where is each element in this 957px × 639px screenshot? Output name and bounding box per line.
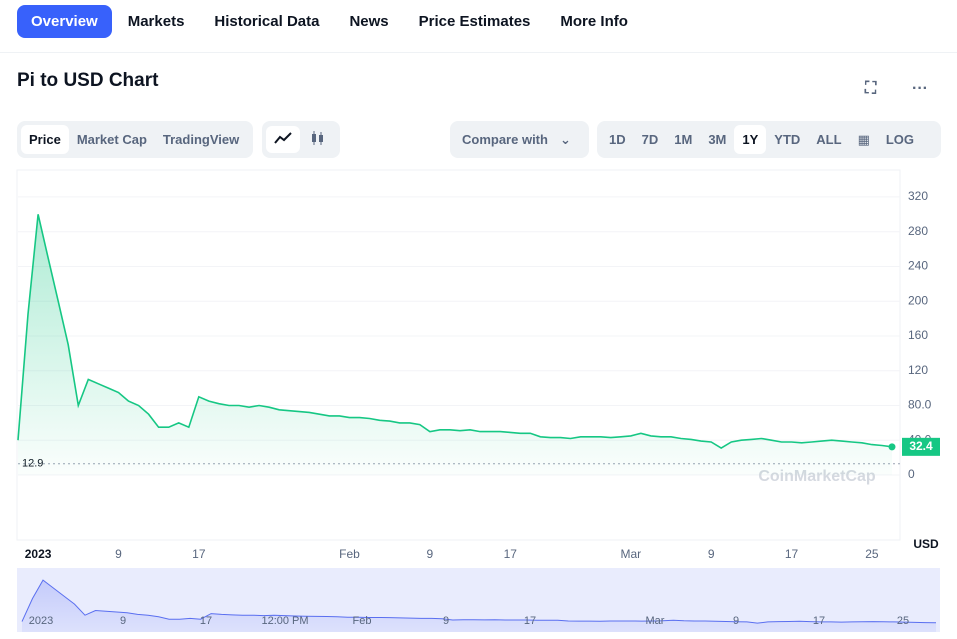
last-price-dot [888,443,896,451]
navigator-label: 17 [200,615,212,627]
chart-style-toggle [262,121,340,158]
tab[interactable]: Overview [17,5,112,38]
x-tick-label: 2023 [25,547,52,561]
y-axis-label: USD [913,537,939,551]
navigator-label: 9 [120,615,126,627]
navigator[interactable] [17,568,940,632]
compare-dropdown[interactable]: Compare with ⌄ [450,121,589,158]
tab[interactable]: News [349,13,389,30]
range-button[interactable]: YTD [774,132,801,147]
y-tick-label: 240 [908,259,928,273]
line-icon [274,132,292,144]
navigator-label: 17 [813,615,825,627]
view-toggle: Price Market Cap TradingView [17,121,253,158]
view-button[interactable]: Price [21,125,69,154]
range-toggle: 1D 7D 1M 3M 1Y YTD ALL ▦ LOG [597,121,941,158]
current-price-tag [902,437,940,456]
navigator-label: 17 [524,615,536,627]
y-tick-label: 320 [908,189,928,203]
chart-heading: Pi to USD Chart [17,70,159,91]
y-tick-label: 80.0 [908,398,932,412]
chevron: ⌄ [559,131,571,147]
y-tick-label: 0 [908,467,915,481]
y-tick-label: 120 [908,363,928,377]
x-tick-label: 25 [865,547,879,561]
price-line [17,214,893,450]
range-button[interactable]: 1Y [734,125,767,154]
fullscreen-icon[interactable]: ⛶ [865,80,877,97]
x-tick-label: 9 [427,547,434,561]
y-tick-label: 40.0 [908,432,932,446]
y-tick-label: 160 [908,328,928,342]
candle-icon [312,131,323,145]
low-price-label: 12.9 [22,458,43,470]
navigator-line [21,579,937,624]
tab[interactable]: Price Estimates [418,13,531,30]
x-tick-label: 9 [708,547,715,561]
view-button[interactable]: Market Cap [76,132,147,147]
navigator-area [22,580,936,632]
more-icon[interactable]: ··· [912,80,928,97]
navigator-label: 9 [443,615,449,627]
y-tick-label: 280 [908,224,928,238]
x-tick-label: 17 [785,547,799,561]
current-price-label: 32.4 [909,439,933,453]
x-tick-label: Mar [620,547,641,561]
navigator-label: 9 [733,615,739,627]
calendar-button[interactable]: ▦ [857,131,870,147]
view-button[interactable]: TradingView [162,132,240,147]
price-area [18,214,892,476]
tab[interactable]: Historical Data [214,13,320,30]
range-button[interactable]: 7D [641,132,659,147]
line-style-button[interactable] [266,126,300,153]
y-tick-label: 200 [908,293,928,307]
tab[interactable]: Markets [127,13,185,30]
x-tick-label: 17 [192,547,206,561]
navigator-label: Feb [353,615,372,627]
tab[interactable]: More Info [560,13,628,30]
range-button[interactable]: 1M [674,132,693,147]
x-tick-label: Feb [339,547,360,561]
x-tick-label: 9 [115,547,122,561]
plot-frame [16,169,901,541]
navigator-label: 25 [897,615,909,627]
tab-bar: Overview Markets Historical Data News Pr… [17,5,644,38]
x-tick-label: 17 [504,547,518,561]
candle-style-button[interactable] [300,126,334,153]
log-button[interactable]: LOG [885,132,915,147]
watermark: CoinMarketCap [758,468,876,485]
navigator-label: Mar [646,615,665,627]
range-button[interactable]: 3M [708,132,727,147]
range-button[interactable]: ALL [816,132,842,147]
separator [0,52,957,53]
range-button[interactable]: 1D [609,132,626,147]
navigator-label: 12:00 PM [261,615,308,627]
compare-label: Compare with [462,132,548,147]
navigator-label: 2023 [29,615,53,627]
